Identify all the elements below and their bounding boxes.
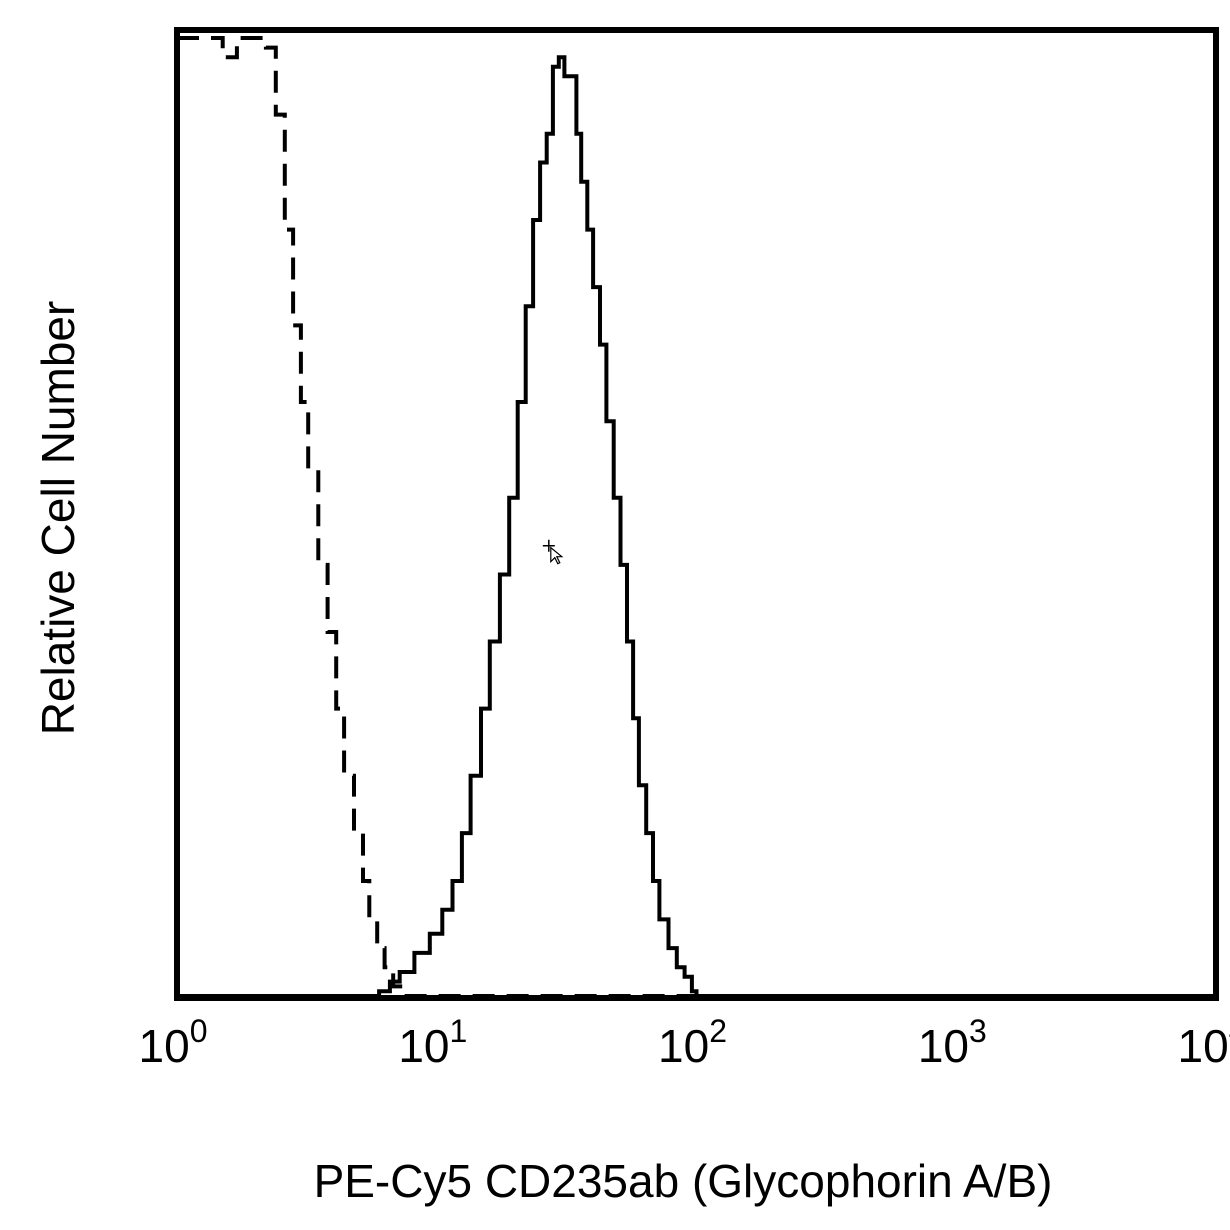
x-tick-label-4: 104 bbox=[1178, 1013, 1230, 1072]
x-tick-label-3: 103 bbox=[918, 1013, 987, 1072]
x-axis-label: PE-Cy5 CD235ab (Glycophorin A/B) bbox=[314, 1155, 1053, 1207]
x-axis-ticks: 100 101 102 103 104 bbox=[139, 1013, 1230, 1072]
cursor-layer bbox=[542, 539, 564, 565]
x-tick-label-2: 102 bbox=[658, 1013, 727, 1072]
series-line-2 bbox=[177, 55, 1216, 998]
y-axis-label: Relative Cell Number bbox=[32, 301, 84, 736]
series-line-1 bbox=[177, 36, 763, 998]
mouse-cursor-icon bbox=[542, 539, 564, 565]
x-tick-label-0: 100 bbox=[139, 1013, 208, 1072]
x-tick-label-1: 101 bbox=[398, 1013, 467, 1072]
series-layer bbox=[177, 36, 1216, 998]
plot-frame bbox=[174, 27, 1219, 1001]
